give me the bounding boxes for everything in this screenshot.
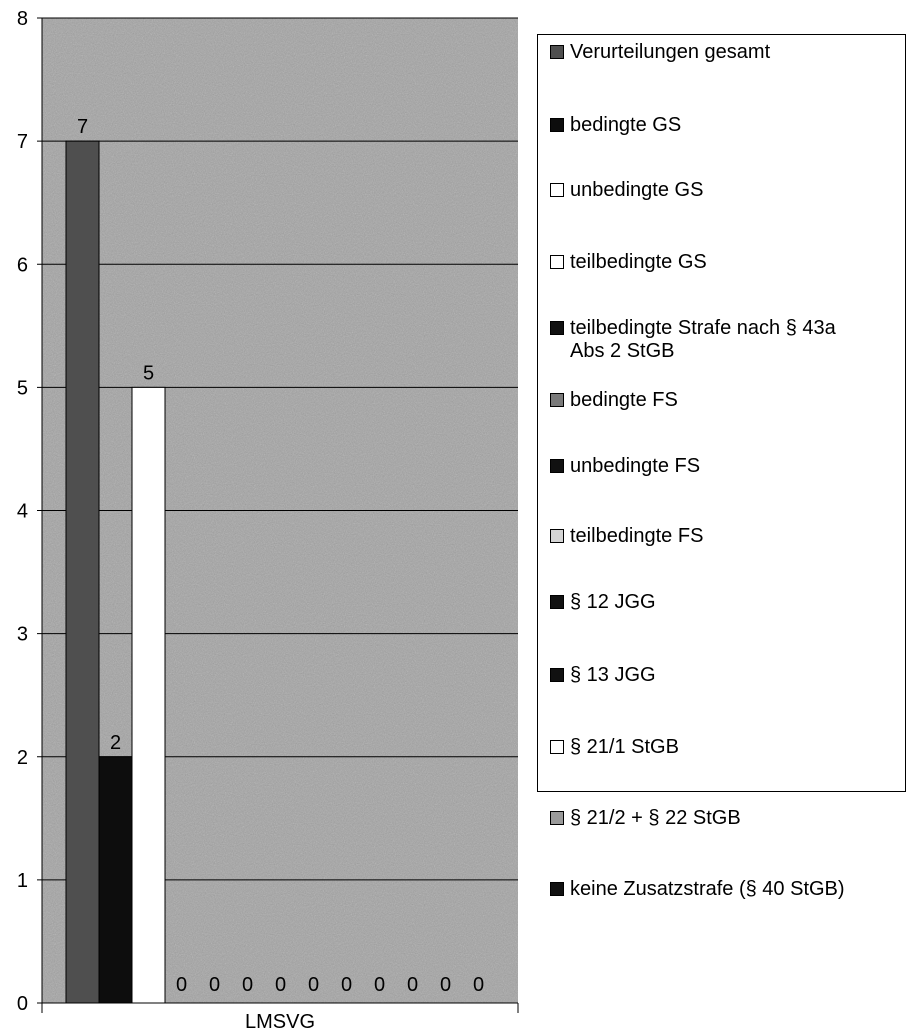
legend-label: unbedingte FS — [570, 455, 701, 477]
legend-label: teilbedingte FS — [570, 525, 704, 547]
bar — [65, 140, 100, 1004]
data-label: 2 — [110, 732, 121, 754]
legend-label: bedingte GS — [570, 114, 682, 136]
gridlines — [42, 17, 518, 881]
y-tick-label: 3 — [17, 624, 28, 646]
x-tick-label: LMSVG — [245, 1011, 315, 1031]
legend-item: bedingte FS — [550, 389, 678, 412]
data-label: 0 — [407, 974, 418, 996]
legend-item: teilbedingte GS — [550, 251, 707, 274]
y-tick-label: 1 — [17, 870, 28, 892]
legend-swatch — [550, 882, 564, 896]
legend-swatch — [550, 459, 564, 473]
legend-item: teilbedingte FS — [550, 525, 703, 548]
legend-swatch — [550, 529, 564, 543]
y-tick-label: 8 — [17, 8, 28, 30]
data-label: 0 — [209, 974, 220, 996]
data-label: 0 — [275, 974, 286, 996]
legend-swatch — [550, 811, 564, 825]
legend-item: teilbedingte Strafe nach § 43a Abs 2 StG… — [550, 317, 836, 363]
bar — [98, 756, 133, 1004]
data-label: 0 — [242, 974, 253, 996]
legend-item: keine Zusatzstrafe (§ 40 StGB) — [550, 878, 845, 901]
legend-item: § 12 JGG — [550, 591, 656, 614]
data-label: 7 — [77, 116, 88, 138]
legend-item: Verurteilungen gesamt — [550, 41, 770, 64]
data-label: 0 — [473, 974, 484, 996]
y-tick-label: 4 — [17, 501, 28, 523]
data-label: 0 — [176, 974, 187, 996]
legend-label: unbedingte GS — [570, 179, 704, 201]
legend-swatch — [550, 255, 564, 269]
legend-swatch — [550, 118, 564, 132]
data-label: 0 — [440, 974, 451, 996]
y-tick-label: 7 — [17, 131, 28, 153]
y-tick-label: 6 — [17, 254, 28, 276]
bar — [131, 386, 166, 1004]
legend-label: teilbedingte GS — [570, 251, 707, 273]
legend-item: § 13 JGG — [550, 664, 656, 687]
y-tick-label: 5 — [17, 377, 28, 399]
legend-label: keine Zusatzstrafe (§ 40 StGB) — [570, 878, 845, 900]
legend-label: § 21/1 StGB — [570, 736, 679, 758]
legend-label: teilbedingte Strafe nach § 43a Abs 2 StG… — [570, 317, 836, 362]
legend-label: § 13 JGG — [570, 664, 656, 686]
y-tick-label: 2 — [17, 747, 28, 769]
legend-label: § 21/2 + § 22 StGB — [570, 807, 741, 829]
data-label: 0 — [341, 974, 352, 996]
legend-swatch — [550, 321, 564, 335]
legend-swatch — [550, 45, 564, 59]
legend-label: bedingte FS — [570, 389, 678, 411]
legend: Verurteilungen gesamt bedingte GS unbeding… — [537, 34, 906, 900]
bars — [65, 140, 166, 1004]
legend-item: bedingte GS — [550, 114, 681, 137]
legend-label: Verurteilungen gesamt — [570, 41, 771, 63]
legend-swatch — [550, 183, 564, 197]
legend-label: § 12 JGG — [570, 591, 656, 613]
legend-swatch — [550, 668, 564, 682]
legend-item: § 21/1 StGB — [550, 736, 679, 759]
data-label: 0 — [374, 974, 385, 996]
legend-swatch — [550, 595, 564, 609]
data-label: 0 — [308, 974, 319, 996]
y-tick-label: 0 — [17, 993, 28, 1015]
legend-item: § 21/2 + § 22 StGB — [550, 807, 741, 830]
legend-swatch — [550, 740, 564, 754]
axes: 0 1 2 3 4 5 6 7 8 LMSVG — [17, 8, 519, 1031]
legend-swatch — [550, 393, 564, 407]
data-label: 5 — [143, 362, 154, 384]
legend-item: unbedingte FS — [550, 455, 700, 478]
legend-item: unbedingte GS — [550, 179, 703, 202]
